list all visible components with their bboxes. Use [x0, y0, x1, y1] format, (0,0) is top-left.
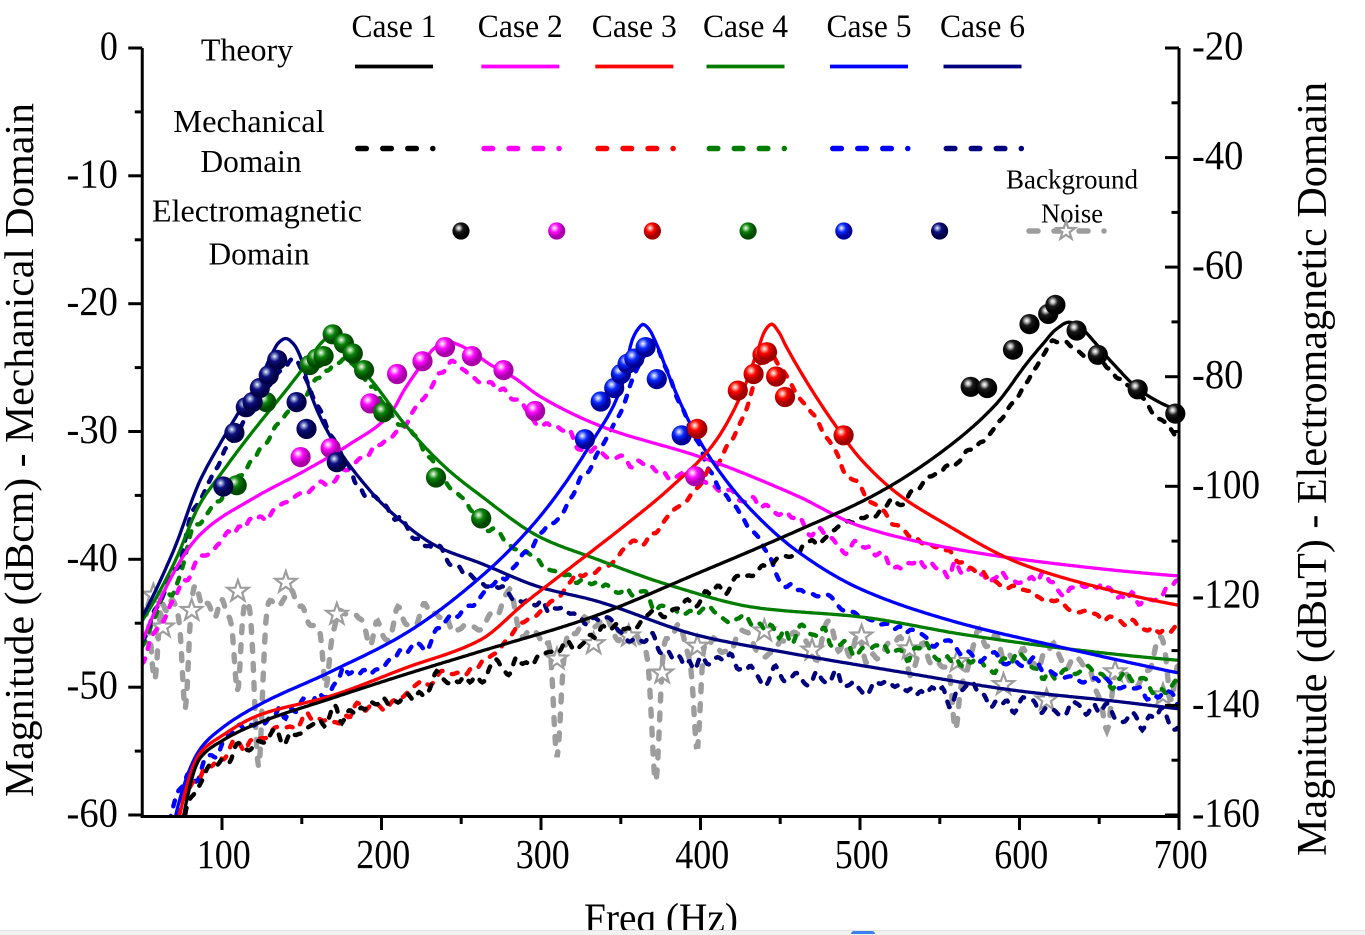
svg-text:-30: -30: [67, 406, 118, 452]
svg-text:-50: -50: [67, 662, 118, 708]
svg-text:Domain: Domain: [209, 235, 310, 271]
svg-text:Background: Background: [1006, 165, 1138, 195]
svg-text:400: 400: [675, 831, 729, 877]
svg-text:Case 1: Case 1: [352, 9, 437, 45]
svg-text:-100: -100: [1192, 461, 1260, 507]
svg-text:Mechanical: Mechanical: [173, 103, 325, 139]
svg-text:Case 4: Case 4: [703, 9, 788, 45]
svg-text:-40: -40: [67, 534, 118, 580]
svg-text:500: 500: [835, 831, 889, 877]
svg-text:100: 100: [197, 831, 251, 877]
svg-text:Case 3: Case 3: [592, 9, 677, 45]
svg-text:300: 300: [516, 831, 570, 877]
svg-text:Domain: Domain: [201, 143, 302, 179]
svg-text:Magnitude (dBcm) - Mechanical: Magnitude (dBcm) - Mechanical Domain: [0, 103, 42, 797]
svg-text:-40: -40: [1192, 132, 1243, 178]
svg-text:Case 6: Case 6: [940, 9, 1025, 45]
svg-text:-20: -20: [1192, 23, 1243, 69]
svg-text:-60: -60: [67, 790, 118, 836]
svg-text:-20: -20: [67, 278, 118, 324]
svg-text:Freq (Hz): Freq (Hz): [584, 895, 738, 935]
svg-text:Theory: Theory: [201, 31, 293, 67]
svg-text:Magnitude (dBuT) - Electromagn: Magnitude (dBuT) - Electromagnetic Domai…: [1290, 82, 1336, 856]
svg-text:-60: -60: [1192, 242, 1243, 288]
svg-text:700: 700: [1154, 831, 1208, 877]
svg-text:-120: -120: [1192, 570, 1260, 616]
svg-text:-10: -10: [67, 150, 118, 196]
svg-text:-140: -140: [1192, 680, 1260, 726]
svg-text:Case 2: Case 2: [478, 9, 563, 45]
svg-text:200: 200: [356, 831, 410, 877]
svg-text:0: 0: [100, 23, 118, 69]
svg-text:600: 600: [994, 831, 1048, 877]
svg-text:-80: -80: [1192, 351, 1243, 397]
svg-text:Noise: Noise: [1041, 199, 1103, 229]
svg-text:-160: -160: [1192, 790, 1260, 836]
svg-text:Case 5: Case 5: [827, 9, 912, 45]
svg-text:Electromagnetic: Electromagnetic: [152, 192, 362, 228]
